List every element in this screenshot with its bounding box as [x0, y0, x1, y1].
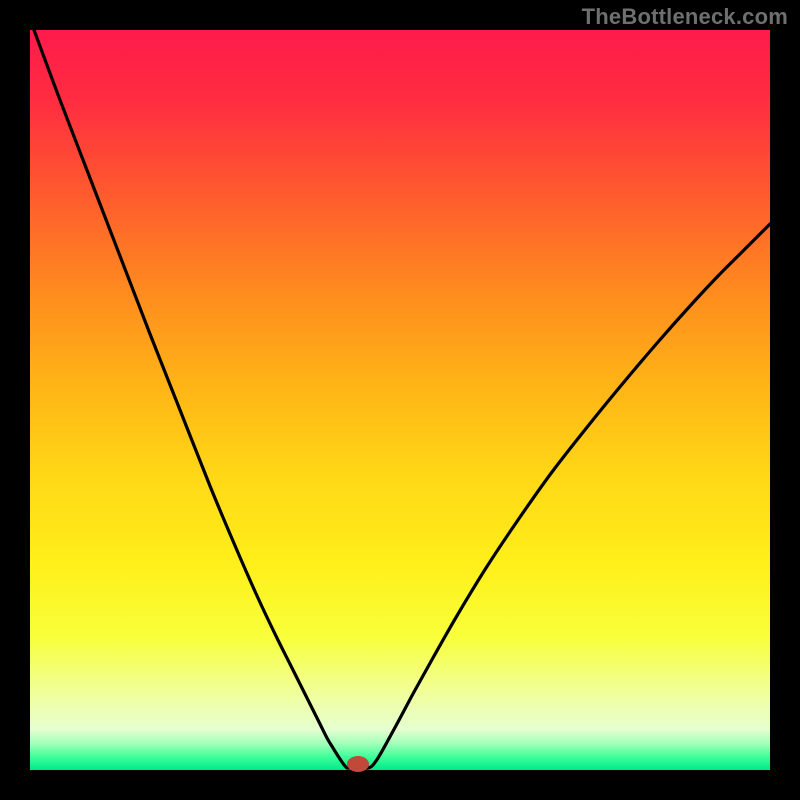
watermark-text: TheBottleneck.com: [582, 4, 788, 30]
chart-frame: TheBottleneck.com: [0, 0, 800, 800]
optimal-marker: [347, 756, 369, 772]
plot-area: [30, 30, 770, 770]
bottleneck-chart: [0, 0, 800, 800]
